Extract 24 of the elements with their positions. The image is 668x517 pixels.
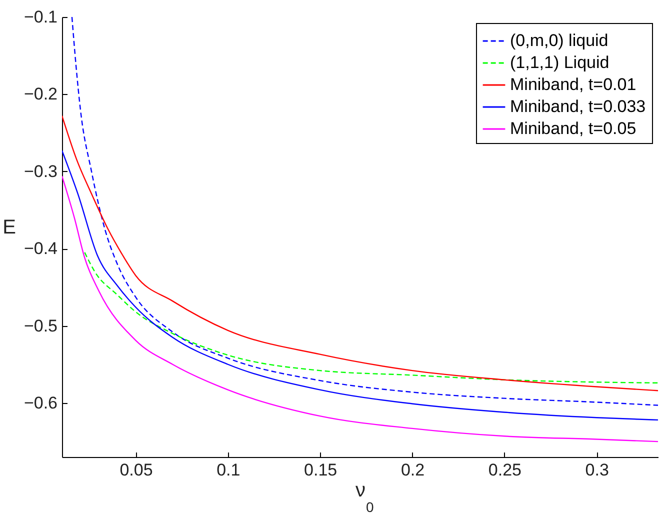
line-series	[71, 17, 658, 406]
x-tick-label: 0.05	[120, 460, 153, 480]
legend-label: (1,1,1) Liquid	[510, 53, 610, 72]
line-series	[84, 252, 658, 384]
y-tick-label: −0.6	[24, 393, 58, 412]
legend-label: Miniband, t=0.05	[510, 119, 636, 138]
x-tick-label: 0.15	[304, 460, 338, 480]
line-series	[62, 115, 658, 392]
x-tick-label: 0.3	[585, 460, 609, 480]
y-tick-label: −0.3	[24, 162, 58, 181]
legend-label: Miniband, t=0.01	[510, 75, 636, 94]
y-tick-label: −0.5	[24, 316, 58, 336]
x-tick-label: 0.2	[400, 460, 425, 480]
x-tick-label: 0.25	[488, 460, 522, 480]
legend-label: (0,m,0) liquid	[510, 31, 608, 50]
y-tick-label: −0.1	[24, 8, 58, 26]
line-series	[62, 175, 658, 442]
y-tick-label: −0.2	[24, 84, 58, 104]
y-axis-title: E	[2, 216, 16, 238]
legend-label: Miniband, t=0.033	[510, 97, 646, 116]
line-series	[62, 150, 658, 421]
text: ν0	[356, 480, 374, 515]
y-tick-label: −0.4	[24, 239, 58, 258]
x-tick-label: 0.1	[216, 460, 240, 480]
